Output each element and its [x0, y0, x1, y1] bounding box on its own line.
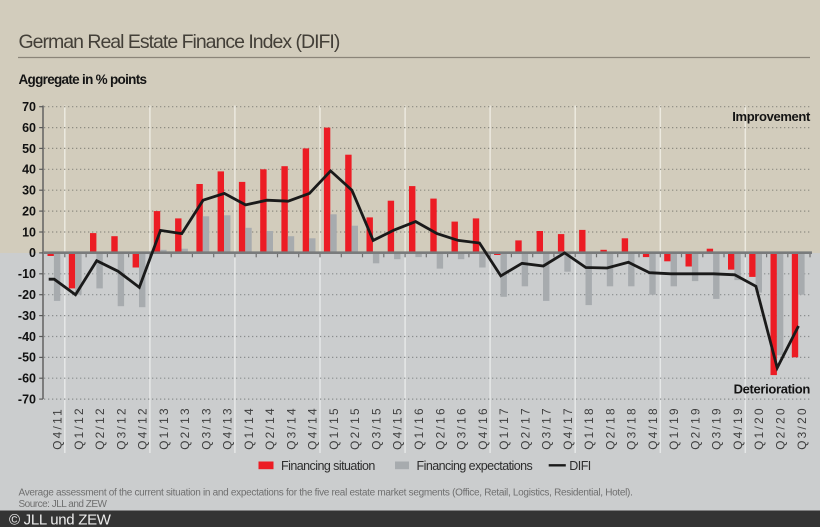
svg-text:Q4/17: Q4/17 [561, 406, 575, 450]
svg-text:Q3/13: Q3/13 [199, 406, 213, 450]
svg-text:Improvement: Improvement [732, 109, 811, 124]
svg-text:Source: JLL and ZEW: Source: JLL and ZEW [19, 499, 108, 510]
svg-text:Q1/19: Q1/19 [667, 406, 681, 450]
svg-text:Q4/19: Q4/19 [731, 406, 745, 450]
svg-text:Q1/12: Q1/12 [72, 406, 86, 450]
svg-text:Q4/18: Q4/18 [646, 406, 660, 450]
svg-text:Q4/13: Q4/13 [221, 406, 235, 450]
svg-text:Q4/15: Q4/15 [391, 406, 405, 450]
svg-text:Q4/16: Q4/16 [476, 406, 490, 450]
svg-text:Q4/11: Q4/11 [51, 407, 65, 450]
svg-text:Q1/17: Q1/17 [497, 406, 511, 450]
svg-text:© JLL und ZEW: © JLL und ZEW [9, 512, 112, 527]
svg-text:40: 40 [22, 163, 36, 177]
svg-text:0: 0 [29, 246, 36, 260]
svg-text:Q3/12: Q3/12 [114, 406, 128, 450]
svg-text:Financing expectations: Financing expectations [417, 459, 533, 473]
svg-text:-60: -60 [18, 372, 36, 386]
svg-text:-10: -10 [18, 267, 36, 281]
svg-text:Financing situation: Financing situation [281, 459, 375, 473]
svg-text:-40: -40 [18, 330, 36, 344]
svg-text:Q3/19: Q3/19 [710, 406, 724, 450]
svg-text:Q2/15: Q2/15 [348, 406, 362, 450]
svg-text:-70: -70 [18, 392, 36, 406]
svg-text:Q1/14: Q1/14 [242, 406, 256, 450]
svg-text:German Real Estate Finance Ind: German Real Estate Finance Index (DIFI) [19, 31, 340, 53]
svg-text:Deterioration: Deterioration [734, 382, 811, 397]
svg-text:-20: -20 [18, 288, 36, 302]
svg-text:Aggregate in % points: Aggregate in % points [19, 72, 147, 87]
svg-text:Q3/17: Q3/17 [540, 406, 554, 450]
svg-text:Q3/20: Q3/20 [795, 406, 809, 450]
svg-text:60: 60 [22, 121, 36, 135]
svg-text:Average assessment of the curr: Average assessment of the current situat… [19, 488, 633, 499]
svg-text:DIFI: DIFI [569, 459, 590, 473]
svg-text:20: 20 [22, 204, 36, 218]
svg-text:Q2/18: Q2/18 [603, 406, 617, 450]
svg-text:30: 30 [22, 184, 36, 198]
svg-text:Q4/14: Q4/14 [306, 406, 320, 450]
svg-text:10: 10 [22, 225, 36, 239]
svg-text:50: 50 [22, 142, 36, 156]
svg-text:Q2/17: Q2/17 [518, 406, 532, 450]
svg-text:Q2/16: Q2/16 [433, 406, 447, 450]
svg-text:Q4/12: Q4/12 [136, 406, 150, 450]
svg-text:Q3/15: Q3/15 [370, 406, 384, 450]
svg-text:70: 70 [22, 100, 36, 114]
svg-text:Q1/13: Q1/13 [157, 406, 171, 450]
svg-text:Q1/18: Q1/18 [582, 406, 596, 450]
svg-text:Q2/20: Q2/20 [774, 406, 788, 450]
svg-text:Q1/16: Q1/16 [412, 406, 426, 450]
svg-text:Q3/16: Q3/16 [455, 406, 469, 450]
svg-text:Q1/15: Q1/15 [327, 406, 341, 450]
svg-text:Q2/14: Q2/14 [263, 406, 277, 450]
svg-text:-50: -50 [18, 351, 36, 365]
svg-text:Q3/14: Q3/14 [284, 406, 298, 450]
svg-text:Q1/20: Q1/20 [752, 406, 766, 450]
svg-text:Q2/12: Q2/12 [93, 406, 107, 450]
svg-text:Q2/13: Q2/13 [178, 406, 192, 450]
svg-text:-30: -30 [18, 309, 36, 323]
svg-text:Q2/19: Q2/19 [689, 406, 703, 450]
svg-text:Q3/18: Q3/18 [625, 406, 639, 450]
